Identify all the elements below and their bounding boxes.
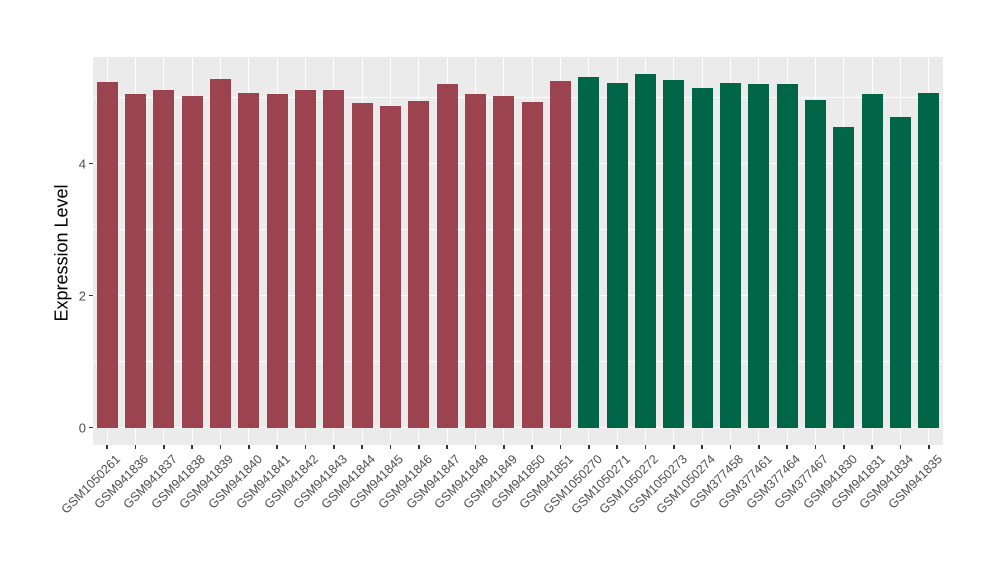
gridline-minor-y1 <box>93 361 943 362</box>
bar-GSM1050273 <box>663 79 685 428</box>
y-tick-mark-2 <box>88 294 93 297</box>
bar-GSM1050261 <box>96 82 118 428</box>
y-tick-label-4: 4 <box>78 156 86 171</box>
bar-GSM941847 <box>436 83 458 428</box>
bar-GSM377464 <box>776 84 798 428</box>
x-tick-mark-GSM941840 <box>248 445 250 449</box>
bar-GSM941850 <box>521 102 543 428</box>
y-tick-mark-0 <box>88 426 93 429</box>
bar-GSM941834 <box>889 116 912 428</box>
bar-GSM941838 <box>181 96 203 428</box>
x-tick-mark-GSM941841 <box>276 445 278 449</box>
x-tick-mark-GSM377464 <box>786 445 788 449</box>
x-tick-mark-GSM941839 <box>219 445 222 449</box>
x-tick-mark-GSM377461 <box>758 445 760 449</box>
x-tick-mark-GSM941851 <box>559 445 562 449</box>
x-tick-mark-GSM941845 <box>389 445 392 449</box>
x-tick-mark-GSM1050273 <box>673 445 675 449</box>
bar-GSM941831 <box>861 93 883 428</box>
bar-GSM941845 <box>379 106 402 428</box>
bar-GSM941841 <box>266 93 288 428</box>
x-tick-mark-GSM1050272 <box>644 445 647 449</box>
gridline-major-y4 <box>93 162 943 165</box>
bar-GSM1050272 <box>634 73 657 428</box>
bar-GSM1050274 <box>691 88 713 428</box>
gridline-major-y0 <box>93 426 943 429</box>
x-tick-mark-GSM941838 <box>191 445 193 449</box>
bar-GSM941842 <box>294 89 317 428</box>
bar-GSM941846 <box>408 101 430 428</box>
bar-GSM941835 <box>918 92 940 428</box>
x-tick-mark-GSM941835 <box>928 445 930 449</box>
bar-GSM1050270 <box>578 77 600 428</box>
bar-GSM377458 <box>719 82 742 428</box>
bar-GSM1050271 <box>606 82 628 428</box>
x-tick-mark-GSM941847 <box>446 445 448 449</box>
x-tick-mark-GSM377467 <box>814 445 817 449</box>
bar-GSM941840 <box>238 92 260 428</box>
x-tick-mark-GSM941846 <box>418 445 420 449</box>
gridline-minor-y5 <box>93 97 943 98</box>
x-tick-mark-GSM941850 <box>531 445 533 449</box>
y-tick-label-2: 2 <box>78 288 86 303</box>
bar-GSM941851 <box>549 81 572 428</box>
bar-GSM941849 <box>493 96 515 428</box>
x-tick-mark-GSM941842 <box>304 445 307 449</box>
bar-GSM377467 <box>804 100 827 428</box>
x-tick-mark-GSM941848 <box>474 445 477 449</box>
x-tick-mark-GSM941843 <box>333 445 335 449</box>
x-tick-mark-GSM1050261 <box>106 445 108 449</box>
bar-GSM941830 <box>833 126 855 428</box>
bar-GSM941837 <box>153 89 175 428</box>
x-tick-mark-GSM1050270 <box>588 445 590 449</box>
bar-GSM941848 <box>464 93 487 428</box>
x-tick-mark-GSM941834 <box>899 445 902 449</box>
bar-GSM941843 <box>323 90 345 428</box>
plot-panel <box>93 57 943 445</box>
x-tick-mark-GSM1050274 <box>701 445 703 449</box>
x-tick-mark-GSM941837 <box>163 445 165 449</box>
x-tick-mark-GSM941844 <box>361 445 363 449</box>
bar-GSM377461 <box>748 84 770 428</box>
gridline-minor-y3 <box>93 229 943 230</box>
x-tick-mark-GSM941849 <box>503 445 505 449</box>
y-tick-mark-4 <box>88 162 93 165</box>
bar-GSM941839 <box>209 79 232 428</box>
y-tick-label-0: 0 <box>78 420 86 435</box>
x-tick-mark-GSM377458 <box>729 445 732 449</box>
x-tick-mark-GSM941836 <box>134 445 137 449</box>
x-tick-mark-GSM941830 <box>843 445 845 449</box>
gridline-major-y2 <box>93 294 943 297</box>
x-tick-mark-GSM1050271 <box>616 445 618 449</box>
bar-GSM941836 <box>124 93 147 428</box>
bar-GSM941844 <box>351 102 373 428</box>
x-tick-mark-GSM941831 <box>871 445 873 449</box>
